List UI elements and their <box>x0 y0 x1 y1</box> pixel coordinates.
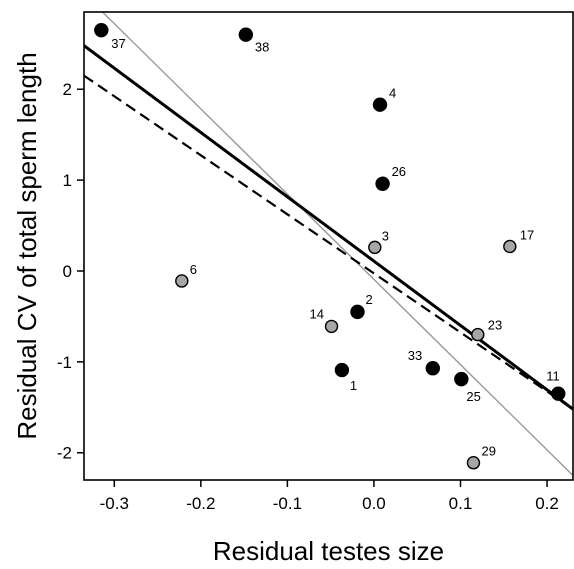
x-tick-label: 0.0 <box>362 494 386 513</box>
point-label: 17 <box>520 227 534 242</box>
x-tick-label: -0.2 <box>186 494 215 513</box>
point-label: 23 <box>488 318 502 333</box>
point-label: 33 <box>408 348 422 363</box>
y-axis-title: Residual CV of total sperm length <box>12 52 42 439</box>
data-point <box>334 362 350 378</box>
regression-lines <box>84 12 573 476</box>
y-tick-label: 1 <box>63 171 72 190</box>
x-tick-label: 0.1 <box>449 494 473 513</box>
point-label: 11 <box>546 369 560 384</box>
data-point <box>425 361 440 376</box>
x-axis: -0.3 -0.2 -0.1 0.0 0.1 0.2 <box>100 480 559 513</box>
data-point <box>238 27 254 42</box>
point-label: 14 <box>310 306 324 321</box>
y-tick-label: 2 <box>63 80 72 99</box>
point-label: 38 <box>255 40 269 55</box>
data-point <box>466 456 481 470</box>
data-point <box>375 176 390 191</box>
data-point <box>372 97 388 112</box>
point-label: 6 <box>190 262 197 277</box>
data-point <box>368 240 382 255</box>
point-label: 37 <box>111 36 125 51</box>
x-tick-label: -0.1 <box>273 494 302 513</box>
data-point <box>471 327 485 342</box>
regression-line-solid-thin-grey <box>101 12 573 476</box>
data-point <box>175 274 189 288</box>
plot-frame <box>83 11 574 481</box>
data-point <box>551 386 566 401</box>
y-tick-label: -2 <box>57 444 72 463</box>
x-axis-title: Residual testes size <box>213 536 444 566</box>
data-point <box>324 319 339 334</box>
point-label: 4 <box>389 86 396 101</box>
regression-line-dashed <box>84 74 573 411</box>
y-tick-label: 0 <box>63 262 72 281</box>
y-tick-label: -1 <box>57 353 72 372</box>
data-point <box>350 304 365 320</box>
point-label: 3 <box>382 228 389 243</box>
point-label: 1 <box>350 378 357 393</box>
point-label: 29 <box>481 444 495 459</box>
data-point <box>94 22 109 38</box>
x-tick-label: -0.3 <box>100 494 129 513</box>
regression-line-solid-thick <box>84 44 573 411</box>
point-label: 2 <box>365 292 372 307</box>
point-label: 26 <box>392 164 406 179</box>
point-label: 25 <box>466 389 480 404</box>
x-tick-label: 0.2 <box>535 494 559 513</box>
y-axis: -2 -1 0 1 2 <box>57 80 84 463</box>
data-point <box>503 239 517 254</box>
data-point <box>454 371 469 387</box>
data-points: 37 38 4 26 3 17 6 2 14 23 33 1 25 11 29 <box>94 22 566 470</box>
